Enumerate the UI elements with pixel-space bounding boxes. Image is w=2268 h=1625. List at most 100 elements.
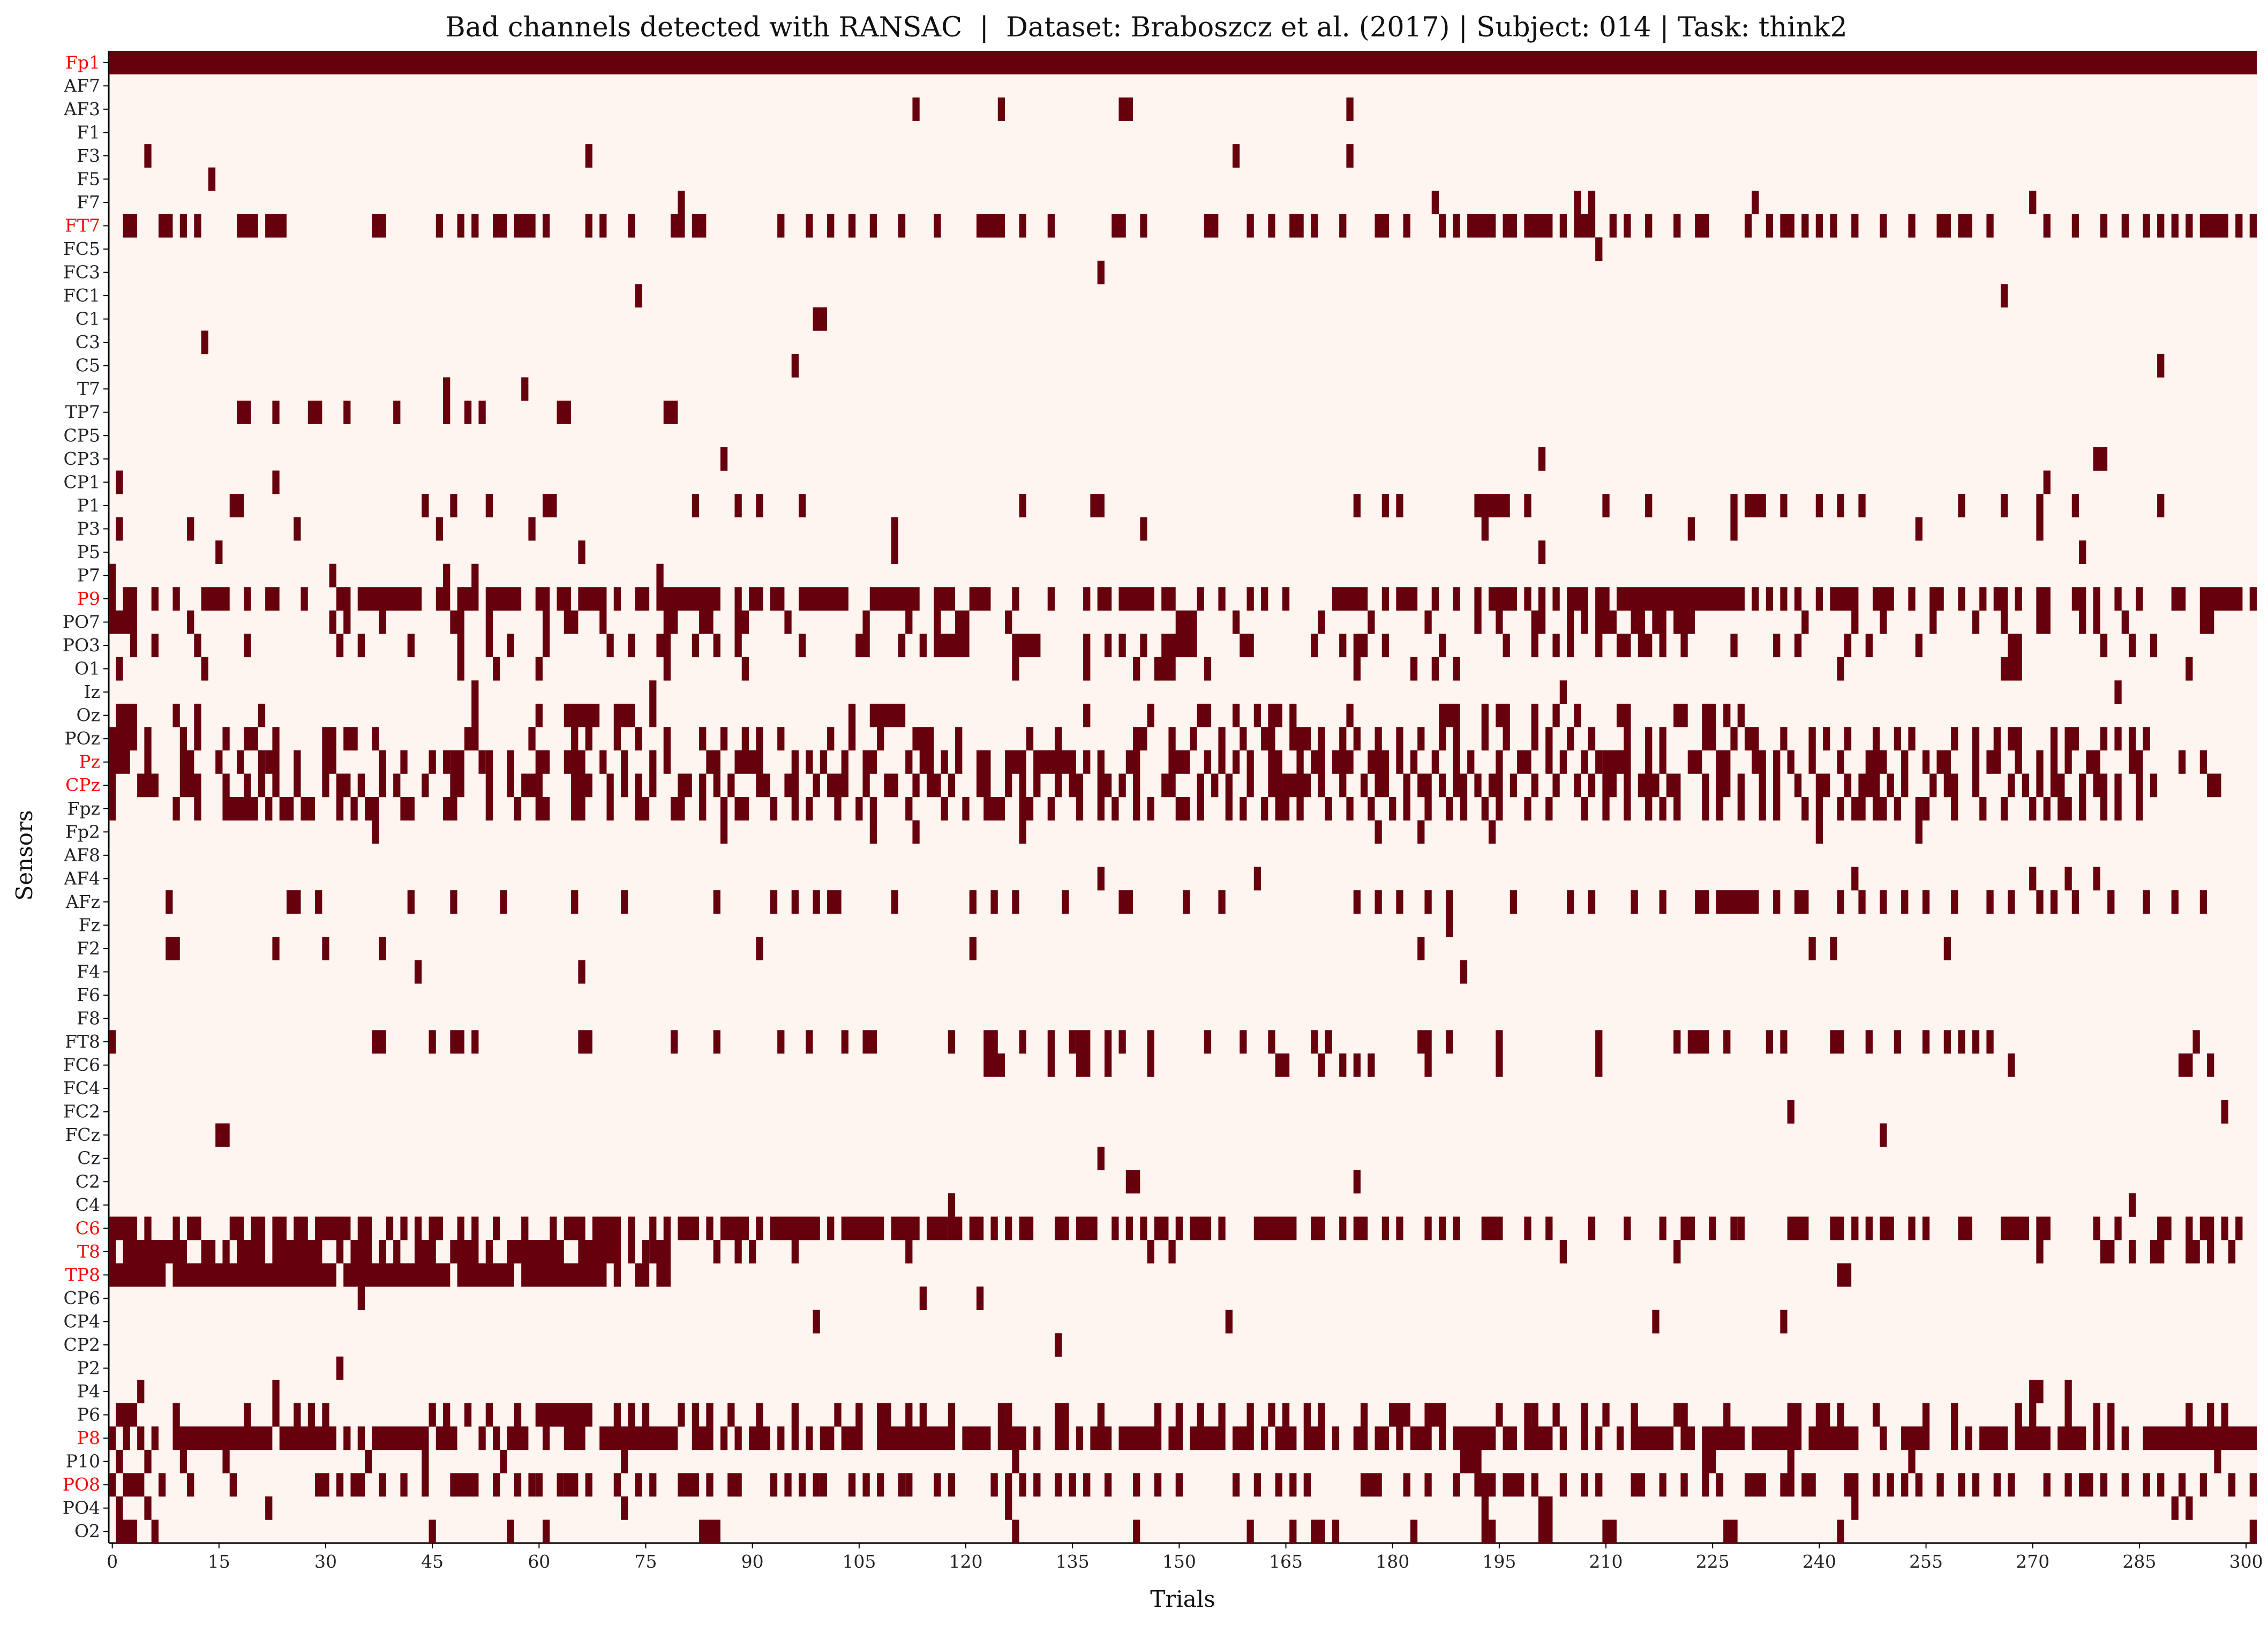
y-tick-label-cz: Cz xyxy=(77,1148,100,1169)
bad-cell-po3 xyxy=(1552,634,1560,658)
bad-cell-p9 xyxy=(265,587,280,611)
bad-cell-po8 xyxy=(1872,1473,1880,1497)
bad-cell-cpz xyxy=(1773,773,1781,798)
x-tick-label-75: 75 xyxy=(635,1551,657,1572)
bad-cell-t8 xyxy=(414,1240,436,1263)
bad-cell-t8 xyxy=(507,1240,564,1263)
bad-cell-ft8 xyxy=(1047,1030,1055,1054)
bad-cell-p8 xyxy=(806,1426,813,1450)
bad-cell-c5 xyxy=(2157,353,2165,378)
bad-cell-po7 xyxy=(1652,610,1666,634)
bad-cell-pz xyxy=(1246,750,1254,774)
bad-cell-c6 xyxy=(1190,1216,1212,1240)
bad-cell-ft7 xyxy=(1744,214,1752,238)
bad-cell-po8 xyxy=(493,1473,500,1497)
bad-cell-cpz xyxy=(1417,773,1432,798)
bad-cell-poz xyxy=(1375,727,1382,751)
bad-cell-ft7 xyxy=(179,214,187,238)
bad-cell-cpz xyxy=(948,773,956,798)
bad-cell-ft7 xyxy=(2157,214,2165,238)
bad-cell-ft7 xyxy=(2100,214,2108,238)
bad-cell-ft7 xyxy=(806,214,813,238)
bad-cell-pz xyxy=(955,750,963,774)
bad-cell-p8 xyxy=(1275,1426,1297,1450)
bad-cell-p8 xyxy=(777,1426,785,1450)
y-tick-label-fc4: FC4 xyxy=(63,1078,100,1099)
bad-cell-ft8 xyxy=(1723,1030,1731,1054)
bad-cell-p9 xyxy=(2199,587,2243,611)
bad-cell-cpz xyxy=(727,773,735,798)
bad-cell-cpz xyxy=(336,773,351,798)
bad-cell-p8 xyxy=(493,1426,500,1450)
bad-cell-c6 xyxy=(1787,1216,1809,1240)
bad-cell-po8 xyxy=(770,1473,778,1497)
bad-cell-p6 xyxy=(1389,1403,1410,1427)
y-tick-label-c6: C6 xyxy=(76,1217,100,1238)
bad-cell-p1 xyxy=(1837,494,1844,517)
bad-cell-c6 xyxy=(1054,1216,1069,1240)
bad-cell-po8 xyxy=(1453,1473,1460,1497)
bad-cell-c6 xyxy=(187,1216,201,1240)
bad-cell-p9 xyxy=(578,587,607,611)
bad-cell-po8 xyxy=(315,1473,329,1497)
bad-cell-cpz xyxy=(606,773,614,798)
x-tick-label-255: 255 xyxy=(1909,1551,1943,1572)
bad-cell-tp7 xyxy=(557,400,572,424)
bad-cell-tp8 xyxy=(343,1263,450,1287)
bad-cell-po8 xyxy=(1083,1473,1091,1497)
bad-cell-p10 xyxy=(1908,1449,1916,1473)
bad-cell-p8 xyxy=(151,1426,159,1450)
bad-cell-af4 xyxy=(1851,867,1859,891)
bad-cell-cpz xyxy=(1552,773,1560,798)
bad-cell-cpz xyxy=(699,773,707,798)
bad-cell-p9 xyxy=(1118,587,1154,611)
bad-cell-fpz xyxy=(905,797,913,821)
bad-cell-po4 xyxy=(265,1496,273,1520)
bad-cell-poz xyxy=(1702,727,1716,751)
bad-cell-po7 xyxy=(379,610,386,634)
bad-cell-p9 xyxy=(656,587,720,611)
bad-cell-f7 xyxy=(678,191,685,215)
bad-cell-p6 xyxy=(2064,1403,2072,1427)
bad-cell-p6 xyxy=(1602,1403,1610,1427)
bad-cell-p1 xyxy=(1602,494,1610,517)
bad-cell-p10 xyxy=(422,1449,429,1473)
bad-cell-po8 xyxy=(379,1473,386,1497)
bad-cell-p9 xyxy=(2114,587,2122,611)
bad-cell-p8 xyxy=(1118,1426,1162,1450)
bad-cell-p9 xyxy=(1282,587,1290,611)
bad-cell-cpz xyxy=(1972,773,1980,798)
bad-cell-ft7 xyxy=(158,214,173,238)
bad-cell-cpz xyxy=(1901,773,1909,798)
bad-cell-poz xyxy=(1318,727,1325,751)
bad-cell-oz xyxy=(1723,703,1731,727)
bad-cell-fpz xyxy=(109,797,116,821)
bad-cell-fc6 xyxy=(1318,1053,1325,1077)
bad-cell-fpz xyxy=(2043,797,2051,821)
bad-cell-po8 xyxy=(848,1473,856,1497)
bad-cell-po8 xyxy=(2143,1473,2150,1497)
bad-cell-po8 xyxy=(1659,1473,1666,1497)
bad-cell-ft7 xyxy=(2071,214,2079,238)
bad-cell-c2 xyxy=(1125,1170,1140,1194)
bad-cell-fpz xyxy=(606,797,614,821)
y-tick-label-p1: P1 xyxy=(77,495,100,516)
bad-cell-po8 xyxy=(1232,1473,1240,1497)
bad-cell-fpz xyxy=(365,797,379,821)
bad-cell-cpz xyxy=(827,773,848,798)
bad-cell-afz xyxy=(2107,890,2115,914)
bad-cell-p8 xyxy=(1880,1426,1887,1450)
bad-cell-p6 xyxy=(855,1403,863,1427)
bad-cell-fpz xyxy=(1197,797,1204,821)
bad-cell-poz xyxy=(955,727,963,751)
bad-cell-cpz xyxy=(1588,773,1596,798)
x-axis-label: Trials xyxy=(1150,1586,1215,1612)
bad-cell-p1 xyxy=(1019,494,1026,517)
bad-cell-c6 xyxy=(770,1216,820,1240)
bad-cell-poz xyxy=(1531,727,1538,751)
bad-cell-c6 xyxy=(891,1216,920,1240)
bad-cell-p6 xyxy=(514,1403,522,1427)
bad-cell-p6 xyxy=(1837,1403,1844,1427)
bad-cell-poz xyxy=(571,727,579,751)
bad-cell-poz xyxy=(1218,727,1226,751)
